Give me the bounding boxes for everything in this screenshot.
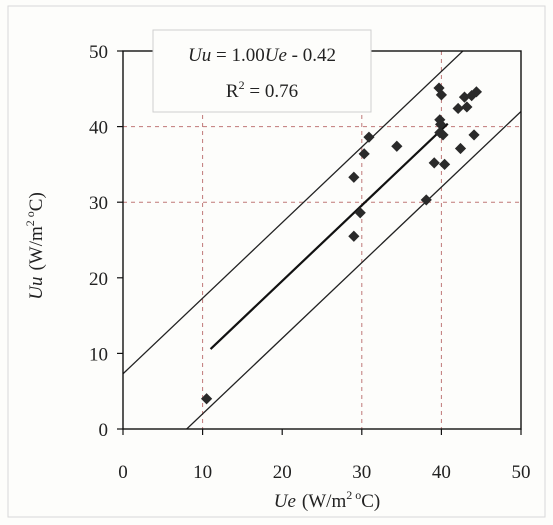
data-point bbox=[420, 194, 432, 206]
x-tick-label: 50 bbox=[512, 462, 531, 483]
data-point bbox=[458, 91, 471, 103]
data-point bbox=[354, 207, 366, 219]
y-axis-unit-sup: 2 o bbox=[23, 211, 37, 226]
gridlines bbox=[123, 51, 521, 429]
data-point bbox=[454, 142, 467, 155]
data-point bbox=[428, 157, 440, 169]
eq-y-var: Uu bbox=[188, 45, 211, 66]
y-tick-label: 30 bbox=[89, 193, 108, 214]
eq-intercept: - 0.42 bbox=[287, 45, 336, 66]
data-point bbox=[435, 89, 447, 101]
data-point bbox=[468, 129, 480, 141]
y-axis-title: Uu (W/m2 oC) bbox=[23, 192, 47, 300]
data-point bbox=[348, 230, 360, 242]
y-axis-var: Uu bbox=[26, 277, 47, 300]
y-tick-label: 20 bbox=[89, 269, 108, 290]
x-tick-label: 10 bbox=[193, 462, 212, 483]
data-points bbox=[200, 82, 483, 405]
y-axis-unit-end: C) bbox=[26, 192, 47, 211]
x-axis-var: Ue bbox=[274, 491, 296, 512]
annotation-box bbox=[152, 29, 372, 113]
x-axis-unit: (W/m bbox=[302, 491, 347, 512]
axis-ticks bbox=[117, 50, 522, 435]
data-point bbox=[391, 140, 403, 152]
data-point bbox=[437, 129, 449, 141]
data-point bbox=[461, 101, 473, 113]
regression-annotation: Uu = 1.00Ue - 0.42 R2 = 0.76 bbox=[152, 29, 372, 113]
lower-bound-line bbox=[185, 111, 521, 429]
fit-lines bbox=[123, 51, 521, 429]
data-point bbox=[470, 86, 483, 98]
data-point bbox=[363, 131, 375, 143]
upper-bound-line bbox=[123, 51, 464, 375]
r-squared-superscript: 2 bbox=[239, 78, 245, 92]
r-squared-text: R2 = 0.76 bbox=[226, 78, 298, 102]
y-tick-label: 0 bbox=[99, 420, 109, 441]
outer-border bbox=[7, 5, 546, 518]
y-tick-label: 40 bbox=[89, 118, 108, 139]
data-point bbox=[348, 171, 360, 183]
data-point bbox=[435, 118, 447, 130]
y-axis-unit: (W/m bbox=[26, 226, 47, 271]
x-axis-title: Ue (W/m2 oC) bbox=[274, 488, 380, 512]
x-tick-labels: 0 10 20 30 40 50 bbox=[118, 462, 530, 483]
x-axis-unit-sup: 2 o bbox=[346, 488, 361, 502]
x-tick-label: 20 bbox=[273, 462, 292, 483]
equation-text: Uu = 1.00Ue - 0.42 bbox=[188, 45, 336, 66]
x-axis-unit-end: C) bbox=[361, 491, 380, 512]
x-tick-label: 0 bbox=[118, 462, 128, 483]
eq-x-var: Ue bbox=[265, 45, 287, 66]
data-point bbox=[433, 82, 445, 94]
y-tick-label: 10 bbox=[89, 344, 108, 365]
x-tick-label: 30 bbox=[352, 462, 371, 483]
data-point bbox=[358, 148, 370, 160]
x-tick-label: 40 bbox=[432, 462, 451, 483]
data-point bbox=[452, 102, 464, 115]
eq-slope: = 1.00 bbox=[211, 45, 264, 66]
y-tick-label: 50 bbox=[89, 42, 108, 63]
data-point bbox=[438, 158, 451, 170]
r-squared-value: = 0.76 bbox=[245, 81, 298, 102]
data-point bbox=[200, 393, 213, 405]
r-squared-symbol: R bbox=[226, 81, 239, 102]
regression-line bbox=[209, 122, 449, 350]
y-tick-labels: 0 10 20 30 40 50 bbox=[89, 42, 108, 441]
